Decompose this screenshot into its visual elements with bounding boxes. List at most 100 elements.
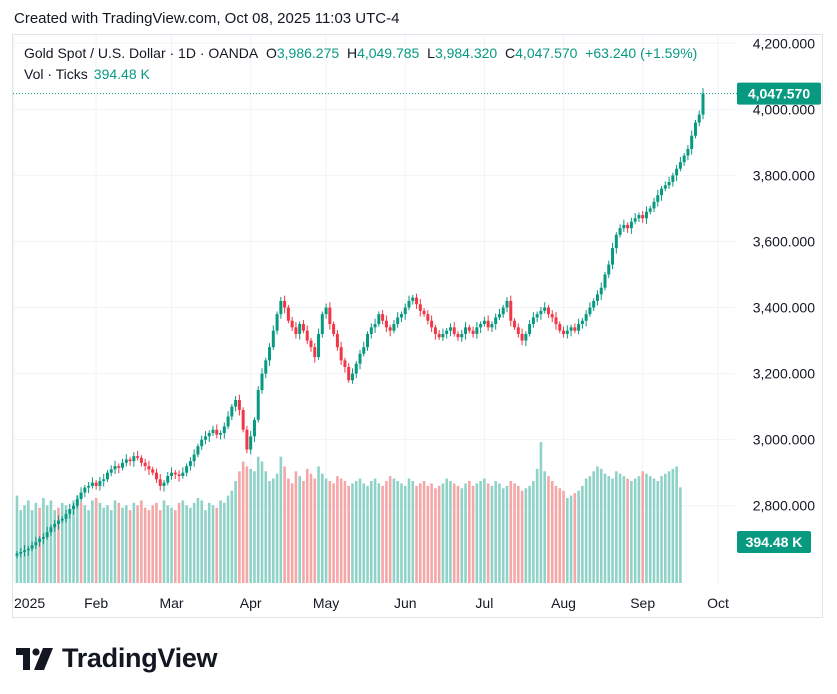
x-tick-label: Mar [159,595,183,611]
volume-bar [603,473,607,583]
volume-bar [147,510,151,583]
volume-bar [430,483,433,583]
candle-body [162,482,166,486]
candle-body [377,314,381,325]
open-value: 3,986.275 [276,45,340,61]
volume-bar [505,485,509,583]
candle-body [697,114,701,123]
volume-bar [113,500,117,583]
x-tick-label: 2025 [14,595,45,611]
tradingview-wordmark: TradingView [62,643,218,673]
candle-body [139,457,143,463]
volume-bar [328,481,332,583]
candle-body [618,228,622,235]
candle-body [599,287,603,295]
volume-bar [207,502,211,583]
volume-bar [675,466,678,583]
candle-body [64,513,68,519]
volume-bar [321,473,324,583]
x-tick-label: Jul [475,595,493,611]
volume-bar [667,471,671,583]
ohlc-legend: Gold Spot / U.S. Dollar · 1D · OANDA O3,… [24,45,697,61]
volume-bar [366,485,369,583]
volume-bar [562,490,565,583]
volume-bar [49,500,53,583]
y-tick-label: 3,600.000 [753,233,815,249]
candle-body [113,466,117,470]
volume-bar [181,500,185,583]
candle-body [207,433,211,437]
chart-frame[interactable] [12,34,823,618]
volume-bar [392,478,396,583]
volume-bar [471,485,475,583]
volume-bar [671,468,675,583]
candle-body [151,469,155,473]
volume-bar [475,483,479,583]
candle-body [369,327,373,334]
y-tick-label: 4,200.000 [753,35,815,51]
candle-body [203,436,207,440]
candle-body [467,327,471,331]
y-axis: 2,800.000 3,000.000 3,200.000 3,400.000 3,60… [753,35,815,513]
volume-bar [664,473,667,583]
candle-body [102,479,106,481]
volume-bar [260,461,264,583]
volume-bar [106,505,109,583]
low-label: L [427,45,435,61]
volume-bar [249,468,252,583]
last-price-tag [737,82,821,105]
volume-bar [566,498,569,583]
candle-body [98,480,102,486]
volume-bar [256,456,260,583]
candle-body [339,347,343,361]
candle-body [690,135,694,149]
candles [15,88,705,559]
candle-body [452,327,456,334]
volume-bar [23,505,26,583]
candle-body [87,485,91,488]
volume-bar [388,476,392,583]
volume-bar [204,510,207,583]
candle-body [271,330,275,348]
candle-body [264,360,268,374]
volume-bar [121,507,124,583]
volume-bar [652,478,656,583]
volume-bar [302,481,305,583]
volume-bar [407,478,411,583]
candle-body [335,333,339,348]
symbol-title: Gold Spot / U.S. Dollar · 1D · OANDA [24,45,259,61]
volume-bar [358,478,362,583]
candle-body [124,459,128,463]
candle-body [256,390,260,420]
volume-bar [660,476,663,583]
x-tick-label: Aug [551,595,576,611]
tradingview-logo[interactable]: TradingView [16,643,218,674]
candle-body [332,324,336,334]
volume-bar [581,485,584,583]
x-tick-label: May [313,595,339,611]
y-tick-label: 3,800.000 [753,167,815,183]
volume-bar [87,510,90,583]
candle-body [72,505,76,510]
volume-value: 394.48 K [93,66,150,82]
volume-bar [151,505,154,583]
candle-body [245,429,249,450]
candle-body [275,314,279,331]
tradingview-logo-icon [16,647,53,670]
candle-body [675,168,679,176]
close-label: C [505,45,516,61]
candle-body [592,300,596,308]
candle-body [181,472,185,476]
candle-body [219,433,223,435]
candle-body [656,195,660,202]
candle-body [426,314,430,321]
candle-body [543,307,547,311]
candle-body [490,324,494,328]
chart-credit: Created with TradingView.com, Oct 08, 20… [14,10,400,27]
volume-bar [611,478,614,583]
volume-bar [219,500,222,583]
volume-bar [174,510,177,583]
candle-body [652,201,656,209]
candle-body [686,148,690,156]
